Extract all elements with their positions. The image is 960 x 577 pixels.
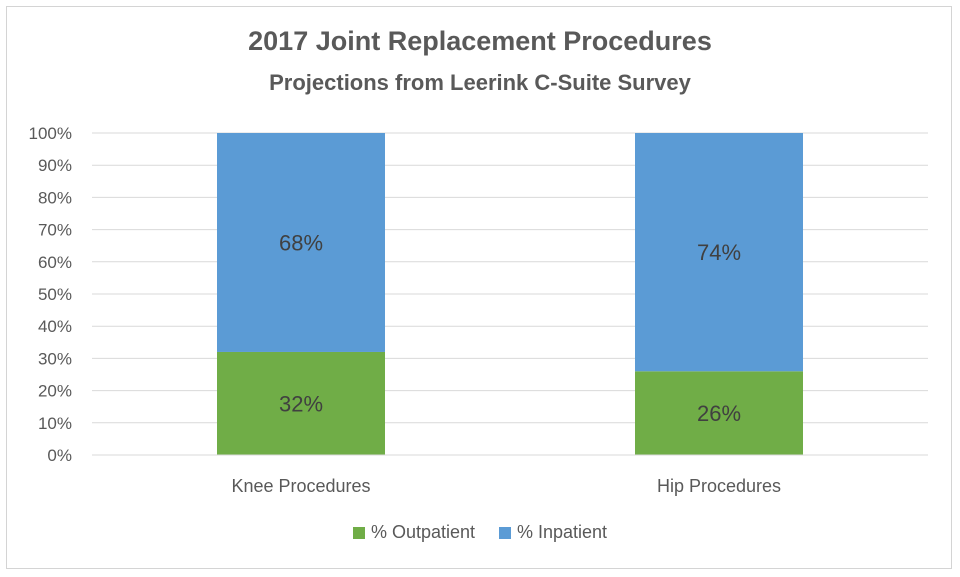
y-tick-label: 90% [38,156,72,175]
data-label: 74% [697,240,741,265]
x-tick-label: Hip Procedures [657,476,781,496]
data-label: 68% [279,230,323,255]
y-tick-label: 40% [38,317,72,336]
legend-item-inpatient: % Inpatient [499,522,607,543]
y-tick-label: 10% [38,414,72,433]
y-tick-label: 20% [38,382,72,401]
bar-segment [635,133,803,372]
bar-segment [217,351,385,455]
y-tick-label: 80% [38,188,72,207]
legend-label-outpatient: % Outpatient [370,522,475,542]
data-label: 26% [697,401,741,426]
bar-segment [635,371,803,455]
y-tick-label: 70% [38,221,72,240]
legend-item-outpatient: % Outpatient [352,522,475,543]
legend-label-inpatient: % Inpatient [517,522,608,542]
y-tick-label: 60% [38,253,72,272]
legend-swatch-inpatient [499,526,511,539]
data-label: 32% [279,391,323,416]
y-tick-label: 50% [38,285,72,304]
chart-legend: % Outpatient % Inpatient [0,522,960,543]
y-tick-label: 0% [47,446,72,465]
bar-segment [217,133,385,352]
chart-title: 2017 Joint Replacement Procedures [248,26,712,56]
y-tick-label: 100% [29,124,72,143]
legend-swatch-outpatient [352,526,365,539]
y-tick-label: 30% [38,349,72,368]
x-tick-label: Knee Procedures [231,476,370,496]
chart-subtitle: Projections from Leerink C-Suite Survey [269,70,691,95]
